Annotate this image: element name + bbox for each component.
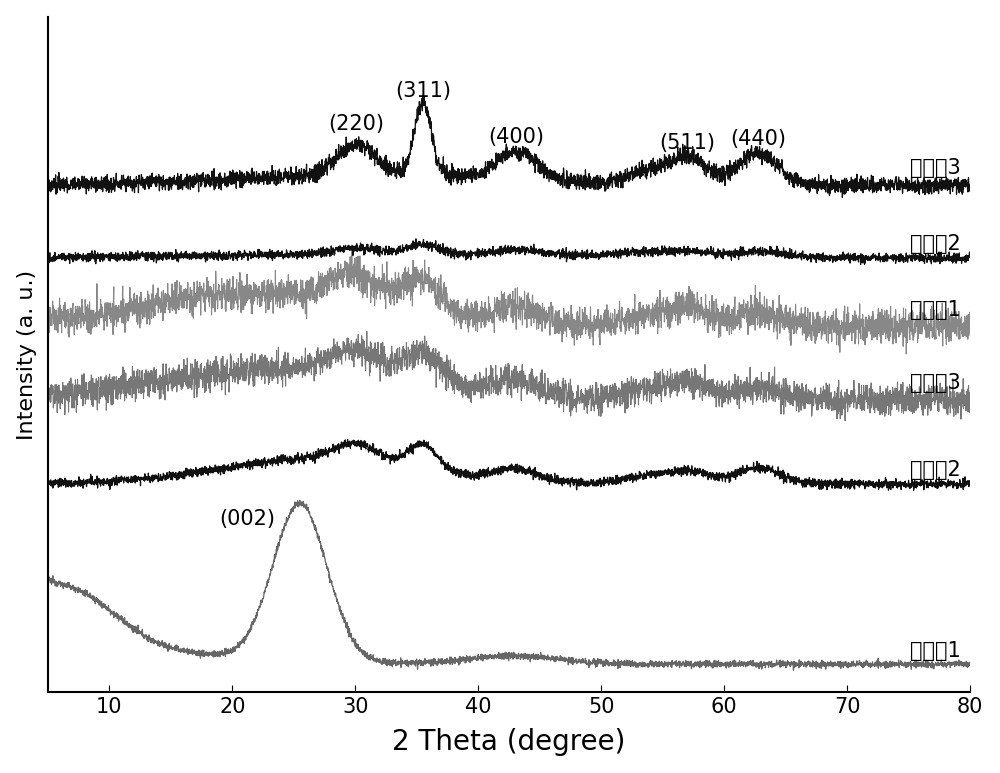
X-axis label: 2 Theta (degree): 2 Theta (degree) <box>392 728 626 756</box>
Y-axis label: Intensity (a. u.): Intensity (a. u.) <box>17 270 37 440</box>
Text: 实施兹1: 实施兹1 <box>910 300 960 320</box>
Text: (400): (400) <box>488 127 544 147</box>
Text: 对比兹3: 对比兹3 <box>910 373 960 393</box>
Text: 对比兹1: 对比兹1 <box>910 642 960 662</box>
Text: (311): (311) <box>395 81 451 101</box>
Text: 实施兹3: 实施兹3 <box>910 158 960 179</box>
Text: (440): (440) <box>731 129 787 149</box>
Text: 对比兹2: 对比兹2 <box>910 459 960 479</box>
Text: (002): (002) <box>219 509 275 529</box>
Text: 实施兹2: 实施兹2 <box>910 233 960 254</box>
Text: (511): (511) <box>659 133 715 153</box>
Text: (220): (220) <box>328 114 384 135</box>
